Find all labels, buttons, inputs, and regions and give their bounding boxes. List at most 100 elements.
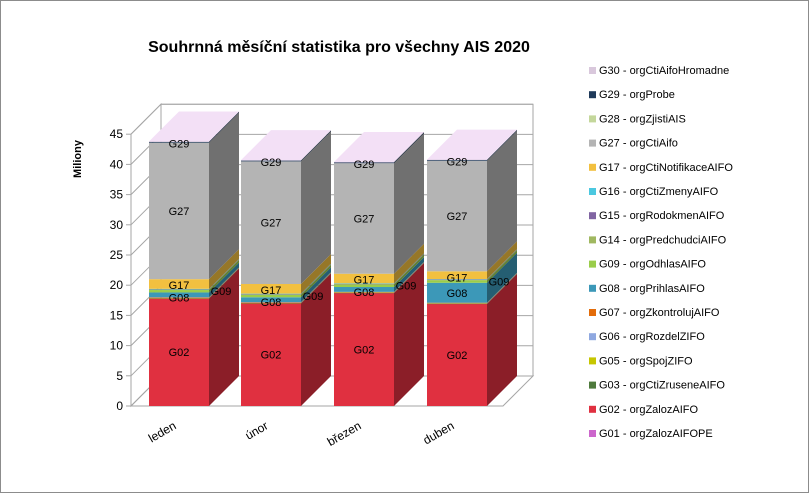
bar-side-g05 bbox=[209, 267, 239, 299]
legend-item-g01: G01 - orgZalozAIFOPE bbox=[589, 428, 713, 440]
bar-segment-g16 bbox=[149, 288, 209, 290]
y-tick-label: 10 bbox=[110, 339, 124, 353]
chart-title: Souhrnná měsíční statistika pro všechny … bbox=[148, 39, 530, 56]
bar-side-g03 bbox=[487, 273, 517, 304]
bar-side-g16 bbox=[394, 253, 424, 284]
bar-side-g29 bbox=[487, 129, 517, 161]
legend-swatch bbox=[589, 309, 596, 316]
bar-side-g03 bbox=[209, 268, 239, 299]
legend-item-g07: G07 - orgZkontrolujAIFO bbox=[589, 307, 720, 319]
data-label-g29: G29 bbox=[169, 138, 190, 150]
bar-side-g06 bbox=[209, 267, 239, 298]
bar-segment-g08 bbox=[149, 292, 209, 298]
data-label-g29: G29 bbox=[261, 157, 282, 169]
legend-label: G07 - orgZkontrolujAIFO bbox=[599, 307, 720, 319]
bar-segment-g30 bbox=[241, 160, 301, 161]
x-tick-label: leden bbox=[146, 418, 178, 445]
legend-swatch bbox=[589, 236, 596, 244]
legend-item-g29: G29 - orgProbe bbox=[589, 89, 675, 101]
bar-segment-g30 bbox=[334, 161, 394, 163]
bar-segment-g27 bbox=[149, 142, 209, 280]
legend-item-g15: G15 - orgRodokmenAIFO bbox=[589, 210, 725, 222]
legend-swatch bbox=[589, 163, 596, 171]
data-label-g29: G29 bbox=[447, 157, 468, 169]
legend-item-g06: G06 - orgRozdelZIFO bbox=[589, 331, 705, 343]
bar-segment-g16 bbox=[334, 283, 394, 284]
bar-top bbox=[427, 129, 517, 160]
bar-segment-g27 bbox=[334, 163, 394, 274]
x-tick-label: únor bbox=[243, 418, 271, 442]
legend-label: G08 - orgPrihlasAIFO bbox=[599, 283, 705, 295]
data-label-g09: G09 bbox=[489, 276, 510, 288]
bar-segment-g09 bbox=[241, 294, 301, 298]
bar-top bbox=[241, 130, 331, 161]
legend-item-g17: G17 - orgCtiNotifikaceAIFO bbox=[589, 162, 733, 174]
bar-side-g08 bbox=[209, 262, 239, 298]
bar-side-g07 bbox=[487, 272, 517, 304]
bar-side-g06 bbox=[487, 273, 517, 304]
gridline bbox=[130, 103, 533, 135]
bar-side-g08 bbox=[301, 267, 331, 303]
bar-segment-g06 bbox=[427, 303, 487, 304]
bar-side-g17 bbox=[301, 253, 331, 294]
bar-segment-g07 bbox=[334, 291, 394, 293]
bar-top bbox=[334, 131, 424, 162]
bar-side-g06 bbox=[394, 262, 424, 293]
legend-label: G06 - orgRozdelZIFO bbox=[599, 331, 705, 343]
bar-side-g06 bbox=[301, 272, 331, 303]
bar-side-g30 bbox=[394, 131, 424, 163]
bar-side-g07 bbox=[301, 272, 331, 303]
data-label-g02: G02 bbox=[169, 347, 190, 359]
bar-side-g08 bbox=[394, 257, 424, 292]
bar-side-g05 bbox=[301, 272, 331, 304]
bar-segment-g06 bbox=[334, 292, 394, 293]
bar-segment-g07 bbox=[149, 297, 209, 298]
legend-item-g30: G30 - orgCtiAifoHromadne bbox=[589, 65, 729, 77]
data-label-g02: G02 bbox=[261, 350, 282, 362]
legend-swatch bbox=[589, 188, 596, 195]
bar-stack-0: G02 G08 G09 G17 G27 G29 bbox=[149, 111, 239, 406]
legend-swatch bbox=[589, 67, 596, 74]
bar-segment-g29 bbox=[427, 159, 487, 161]
legend-label: G17 - orgCtiNotifikaceAIFO bbox=[599, 162, 733, 174]
bar-segment-g29 bbox=[241, 160, 301, 162]
legend-item-g14: G14 - orgPredchudciAIFO bbox=[589, 234, 727, 246]
legend: G30 - orgCtiAifoHromadne G29 - orgProbe G2… bbox=[589, 65, 733, 440]
bar-segment-g14 bbox=[149, 289, 209, 291]
legend-item-g28: G28 - orgZjistiAIS bbox=[589, 113, 686, 125]
bar-side-g05 bbox=[394, 262, 424, 293]
bar-side-g05 bbox=[487, 273, 517, 304]
bar-side-g16 bbox=[487, 249, 517, 280]
bar-segment-g17 bbox=[334, 273, 394, 284]
legend-swatch bbox=[589, 333, 596, 341]
bar-side-g30 bbox=[487, 129, 517, 160]
bar-side-g02 bbox=[209, 268, 239, 406]
legend-item-g27: G27 - orgCtiAifo bbox=[589, 138, 678, 150]
bar-stack-3: G02 G08 G09 G17 G27 G29 bbox=[427, 129, 517, 406]
y-tick-label: 20 bbox=[110, 278, 124, 292]
bar-segment-g07 bbox=[241, 302, 301, 303]
legend-item-g16: G16 - orgCtiZmenyAIFO bbox=[589, 186, 719, 198]
x-tick-label: duben bbox=[421, 418, 457, 447]
y-tick-label: 35 bbox=[110, 188, 124, 202]
bar-side-g29 bbox=[394, 132, 424, 164]
y-tick-label: 0 bbox=[116, 399, 123, 413]
data-label-g17: G17 bbox=[354, 275, 375, 287]
bar-segment-g06 bbox=[241, 302, 301, 303]
bar-side-g29 bbox=[301, 130, 331, 162]
bar-segment-g02 bbox=[241, 303, 301, 406]
bar-segment-g15 bbox=[334, 283, 394, 285]
bar-side-g09 bbox=[209, 260, 239, 293]
bar-segment-g03 bbox=[427, 303, 487, 305]
data-label-g09: G09 bbox=[303, 291, 324, 303]
bar-side-g02 bbox=[301, 273, 331, 406]
data-label-g08: G08 bbox=[354, 287, 375, 299]
legend-swatch bbox=[589, 91, 596, 99]
bar-side-g14 bbox=[209, 259, 239, 291]
bar-side-g09 bbox=[394, 254, 424, 288]
legend-label: G02 - orgZalozAIFO bbox=[599, 404, 698, 416]
bar-segment-g30 bbox=[427, 159, 487, 161]
bar-segment-g29 bbox=[149, 141, 209, 143]
